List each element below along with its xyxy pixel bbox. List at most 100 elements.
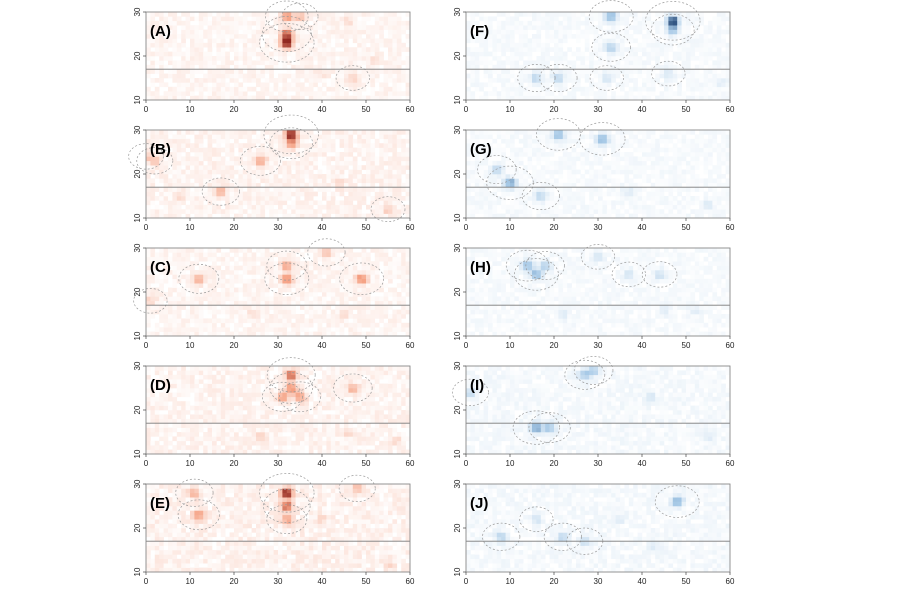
heat-cell: [370, 261, 376, 266]
x-tick-label: 30: [274, 105, 283, 114]
heat-cell: [234, 51, 239, 57]
heat-cell: [168, 550, 173, 555]
heat-cell: [370, 29, 376, 35]
heat-cell: [264, 38, 270, 44]
heat-cell: [361, 196, 367, 201]
heat-cell: [172, 331, 178, 337]
heat-cell: [396, 396, 402, 402]
heat-cell: [330, 78, 336, 83]
heat-cell: [260, 436, 266, 442]
heat-cell: [278, 314, 283, 319]
heat-cell: [308, 545, 314, 551]
heat-cell: [159, 519, 164, 524]
heat-cell: [207, 401, 213, 406]
heat-cell: [242, 445, 248, 450]
heat-cell: [190, 296, 195, 302]
heat-cell: [159, 248, 164, 253]
heat-cell: [352, 91, 358, 96]
heat-cell: [273, 379, 279, 384]
heat-cell: [264, 278, 270, 284]
heat-cell: [304, 274, 310, 280]
heat-cell: [168, 501, 173, 507]
heat-cell: [322, 95, 327, 101]
heat-cell: [264, 20, 270, 26]
heat-cell: [146, 401, 151, 406]
heat-cell: [264, 265, 270, 271]
heat-cell: [146, 379, 151, 384]
heat-cell: [295, 388, 301, 393]
heat-cell: [300, 252, 305, 258]
heat-cell: [146, 436, 151, 442]
heat-cell: [344, 182, 349, 188]
heat-cell: [269, 410, 274, 415]
heat-cell: [295, 204, 301, 210]
heat-cell: [379, 174, 384, 179]
heat-cell: [379, 130, 384, 135]
heat-cell: [229, 283, 235, 288]
heat-cell: [238, 418, 244, 424]
heat-cell: [172, 563, 178, 568]
heat-cell: [216, 309, 222, 315]
heat-cell: [322, 152, 327, 157]
heat-cell: [176, 309, 182, 315]
heat-cell: [203, 410, 208, 415]
heat-cell: [212, 38, 217, 44]
heat-cell: [348, 309, 354, 315]
heat-cell: [163, 296, 169, 302]
heat-cell: [286, 488, 292, 494]
heat-cell: [330, 143, 336, 148]
heat-cell: [176, 401, 182, 406]
heat-cell: [163, 440, 169, 446]
heat-cell: [176, 436, 182, 442]
heat-cell: [247, 506, 252, 511]
heat-cell: [146, 138, 151, 144]
heat-cell: [374, 204, 380, 210]
heat-cell: [326, 292, 332, 297]
heat-cell: [383, 370, 389, 376]
heat-cell: [260, 545, 266, 551]
heat-cell: [330, 196, 336, 201]
heat-cell: [344, 42, 349, 48]
heat-cell: [220, 134, 226, 140]
heat-cell: [348, 305, 354, 310]
heat-cell: [273, 331, 279, 337]
heat-cell: [181, 405, 186, 411]
heat-cell: [212, 196, 217, 201]
heat-cell: [260, 523, 266, 529]
heat-cell: [269, 510, 274, 516]
heat-cell: [146, 300, 151, 306]
heat-cell: [207, 388, 213, 393]
heat-cell: [190, 492, 195, 498]
heat-cell: [154, 42, 160, 48]
heat-cell: [269, 213, 274, 219]
heat-cell: [159, 165, 164, 170]
heat-cell: [181, 305, 186, 310]
heat-cell: [330, 156, 336, 162]
heat-cell: [207, 545, 213, 551]
heat-cell: [282, 366, 288, 371]
heat-cell: [242, 492, 248, 498]
heat-cell: [176, 156, 182, 162]
heat-cell: [185, 169, 191, 175]
heat-cell: [295, 322, 301, 328]
heat-cell: [330, 318, 336, 324]
heat-cell: [291, 558, 296, 564]
heat-cell: [181, 484, 186, 489]
heat-cell: [194, 165, 200, 170]
heat-cell: [172, 134, 178, 140]
heat-cell: [247, 392, 252, 398]
heat-cell: [159, 541, 164, 546]
heat-cell: [282, 287, 288, 293]
heat-cell: [273, 501, 279, 507]
heat-cell: [264, 370, 270, 376]
heat-cell: [220, 82, 226, 88]
heat-cell: [308, 91, 314, 96]
heat-cell: [163, 20, 169, 26]
heat-cell: [286, 388, 292, 393]
heat-cell: [146, 12, 151, 17]
heat-cell: [234, 196, 239, 201]
heat-cell: [256, 327, 261, 332]
y-tick-label: 10: [133, 449, 142, 458]
heat-cell: [388, 16, 393, 22]
heat-cell: [304, 292, 310, 297]
